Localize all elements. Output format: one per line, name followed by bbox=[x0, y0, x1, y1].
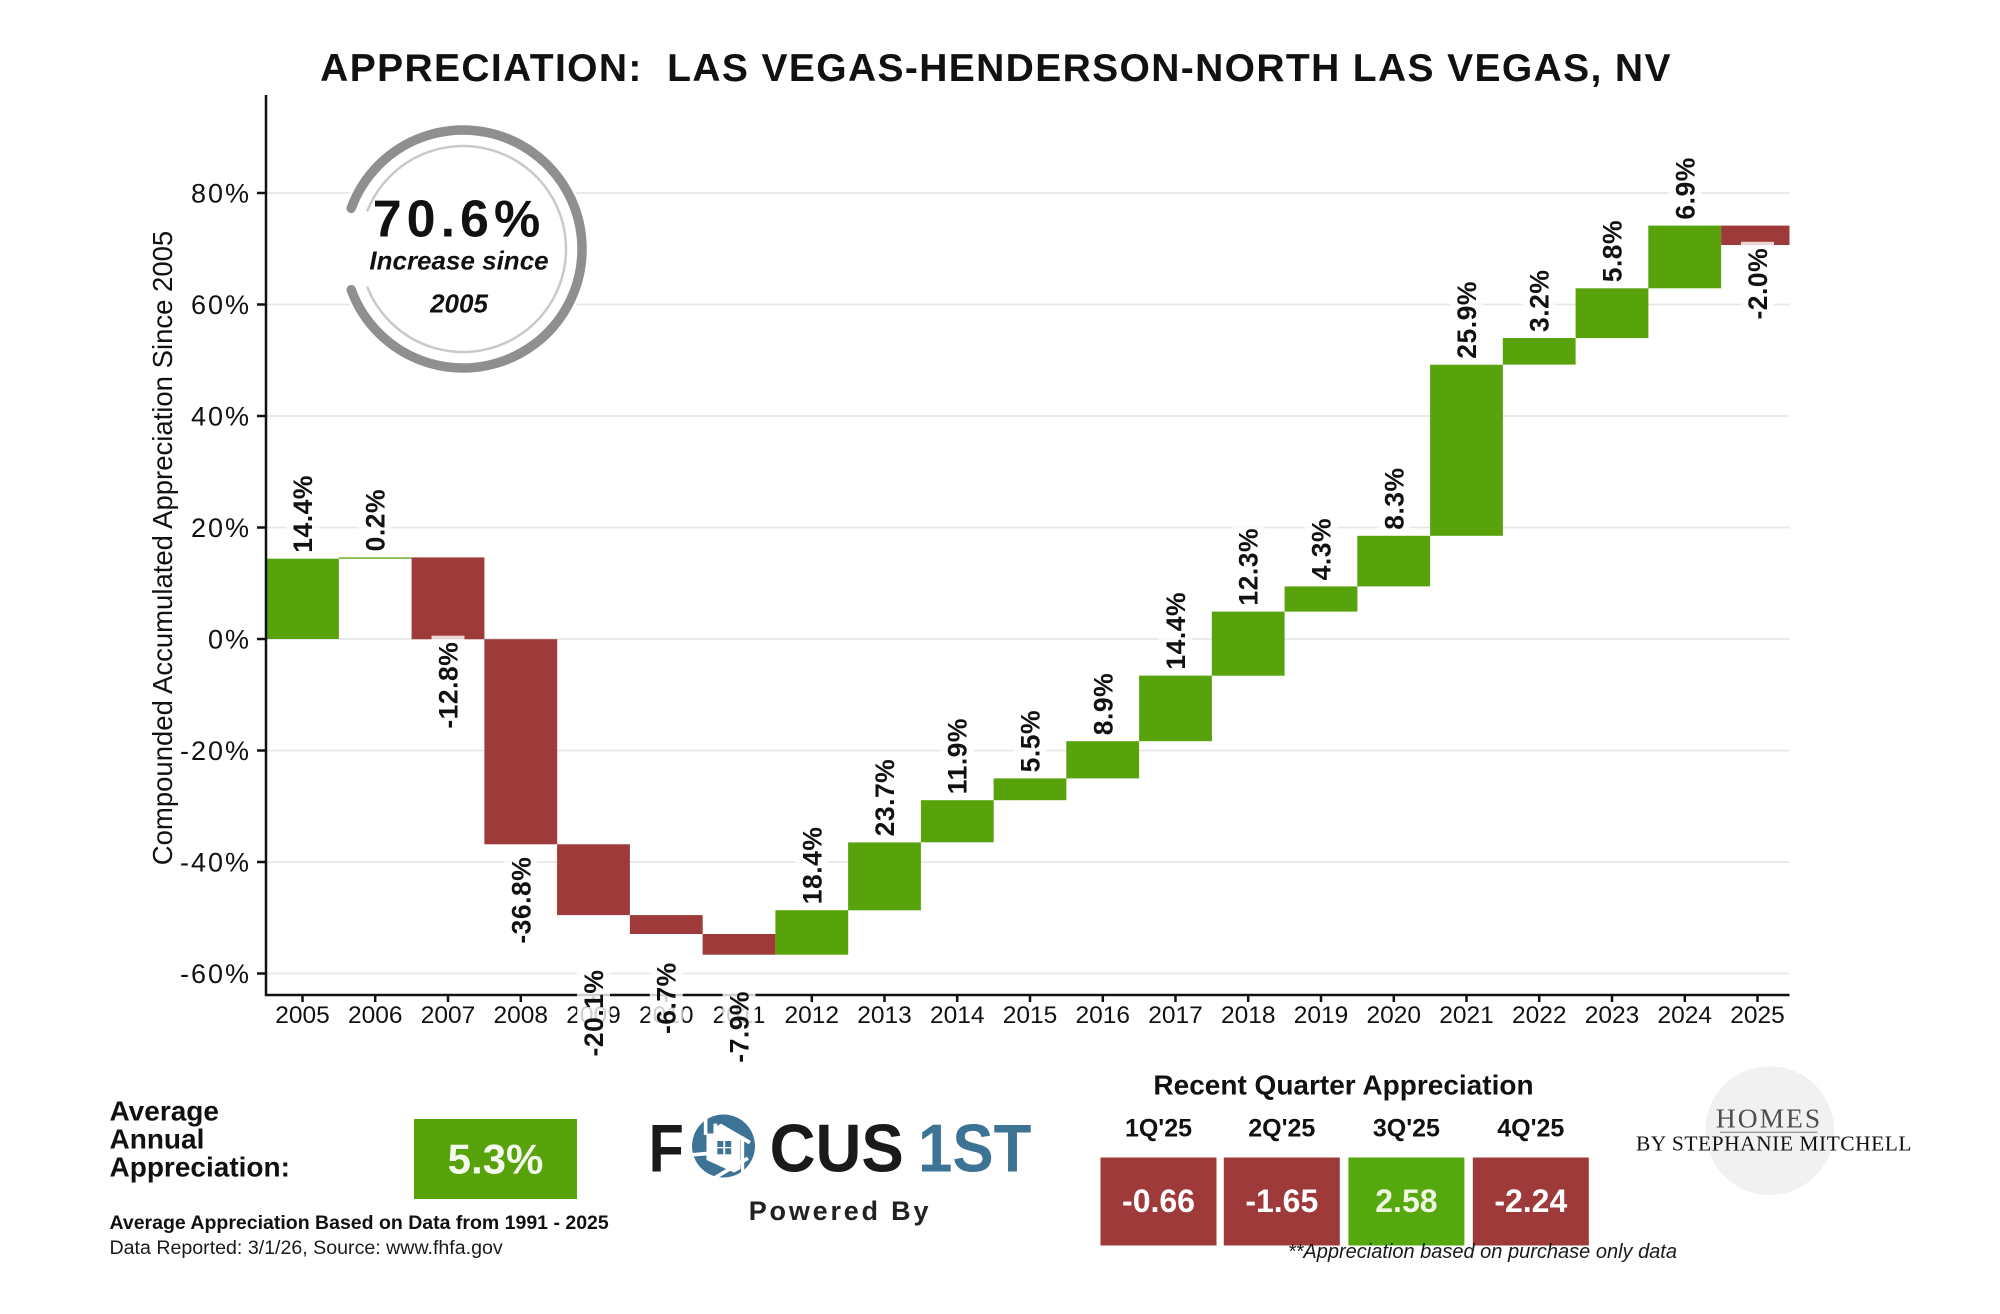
svg-text:Powered By: Powered By bbox=[749, 1196, 932, 1226]
svg-text:4Q'25: 4Q'25 bbox=[1497, 1115, 1564, 1143]
svg-text:2006: 2006 bbox=[348, 1002, 403, 1029]
svg-text:Increase since: Increase since bbox=[369, 245, 548, 275]
svg-text:2005: 2005 bbox=[275, 1002, 330, 1029]
svg-text:11.9%: 11.9% bbox=[943, 718, 973, 794]
svg-text:2018: 2018 bbox=[1221, 1002, 1276, 1029]
svg-text:0%: 0% bbox=[208, 625, 251, 655]
svg-text:40%: 40% bbox=[191, 402, 251, 432]
svg-text:3Q'25: 3Q'25 bbox=[1373, 1115, 1440, 1143]
svg-text:Appreciation:: Appreciation: bbox=[110, 1152, 290, 1183]
svg-text:Recent Quarter Appreciation: Recent Quarter Appreciation bbox=[1153, 1070, 1533, 1101]
svg-text:12.3%: 12.3% bbox=[1234, 528, 1264, 606]
svg-text:2022: 2022 bbox=[1512, 1002, 1567, 1029]
svg-text:Compounded Accumulated Appreci: Compounded Accumulated Appreciation Sinc… bbox=[147, 231, 178, 865]
svg-text:70.6%: 70.6% bbox=[373, 191, 545, 249]
svg-text:2015: 2015 bbox=[1003, 1002, 1058, 1029]
svg-text:2025: 2025 bbox=[1730, 1002, 1785, 1029]
svg-text:8.9%: 8.9% bbox=[1088, 673, 1118, 735]
svg-text:-36.8%: -36.8% bbox=[506, 857, 536, 944]
svg-text:2016: 2016 bbox=[1076, 1002, 1131, 1029]
svg-text:60%: 60% bbox=[191, 290, 251, 320]
svg-text:2019: 2019 bbox=[1294, 1002, 1349, 1029]
svg-text:1Q'25: 1Q'25 bbox=[1125, 1115, 1192, 1143]
svg-text:1ST: 1ST bbox=[918, 1111, 1031, 1187]
svg-text:5.3%: 5.3% bbox=[448, 1136, 544, 1183]
svg-text:Annual: Annual bbox=[110, 1124, 205, 1155]
svg-text:80%: 80% bbox=[191, 179, 251, 209]
svg-text:F: F bbox=[649, 1111, 684, 1187]
svg-text:-2.0%: -2.0% bbox=[1743, 248, 1773, 320]
svg-text:**Appreciation based on purcha: **Appreciation based on purchase only da… bbox=[1288, 1241, 1677, 1263]
svg-text:-6.7%: -6.7% bbox=[652, 962, 682, 1034]
svg-text:2012: 2012 bbox=[785, 1002, 840, 1029]
svg-text:3.2%: 3.2% bbox=[1525, 270, 1555, 332]
svg-text:14.4%: 14.4% bbox=[288, 475, 318, 553]
svg-text:APPRECIATION: LAS VEGAS-HENDE: APPRECIATION: LAS VEGAS-HENDERSON-NORTH … bbox=[320, 47, 1672, 90]
svg-text:-12.8%: -12.8% bbox=[434, 642, 464, 729]
svg-text:14.4%: 14.4% bbox=[1161, 592, 1191, 670]
svg-text:BY STEPHANIE MITCHELL: BY STEPHANIE MITCHELL bbox=[1636, 1132, 1912, 1156]
svg-text:Data Reported: 3/1/26, Source:: Data Reported: 3/1/26, Source: www.fhfa.… bbox=[110, 1237, 503, 1259]
svg-text:2Q'25: 2Q'25 bbox=[1248, 1115, 1315, 1143]
svg-text:2023: 2023 bbox=[1585, 1002, 1640, 1029]
svg-text:-20%: -20% bbox=[180, 736, 251, 766]
svg-text:25.9%: 25.9% bbox=[1452, 281, 1482, 359]
svg-text:HOMES: HOMES bbox=[1716, 1103, 1822, 1134]
svg-text:-0.66: -0.66 bbox=[1122, 1183, 1195, 1219]
svg-text:-60%: -60% bbox=[180, 959, 251, 989]
svg-text:5.5%: 5.5% bbox=[1016, 710, 1046, 772]
svg-text:-7.9%: -7.9% bbox=[725, 991, 755, 1063]
svg-text:0.2%: 0.2% bbox=[361, 489, 391, 551]
svg-text:2013: 2013 bbox=[857, 1002, 912, 1029]
svg-text:2021: 2021 bbox=[1439, 1002, 1494, 1029]
svg-text:2008: 2008 bbox=[494, 1002, 549, 1029]
svg-text:5.8%: 5.8% bbox=[1598, 220, 1628, 282]
svg-text:18.4%: 18.4% bbox=[797, 827, 827, 905]
svg-text:8.3%: 8.3% bbox=[1379, 467, 1409, 529]
svg-text:20%: 20% bbox=[191, 513, 251, 543]
svg-text:4.3%: 4.3% bbox=[1307, 518, 1337, 580]
svg-text:2.58: 2.58 bbox=[1375, 1183, 1437, 1219]
svg-text:-2.24: -2.24 bbox=[1494, 1183, 1567, 1219]
svg-text:2020: 2020 bbox=[1367, 1002, 1422, 1029]
svg-text:-1.65: -1.65 bbox=[1245, 1183, 1318, 1219]
svg-text:23.7%: 23.7% bbox=[870, 759, 900, 837]
svg-text:2014: 2014 bbox=[930, 1002, 985, 1029]
svg-text:-20.1%: -20.1% bbox=[579, 970, 609, 1057]
svg-text:CUS: CUS bbox=[770, 1111, 904, 1187]
svg-text:2024: 2024 bbox=[1658, 1002, 1713, 1029]
svg-text:Average Appreciation Based on: Average Appreciation Based on Data from … bbox=[110, 1212, 609, 1234]
svg-text:2017: 2017 bbox=[1148, 1002, 1203, 1029]
svg-text:Average: Average bbox=[110, 1096, 219, 1127]
svg-text:2007: 2007 bbox=[421, 1002, 476, 1029]
svg-text:2005: 2005 bbox=[429, 289, 488, 319]
svg-text:6.9%: 6.9% bbox=[1670, 157, 1700, 219]
svg-text:-40%: -40% bbox=[180, 848, 251, 878]
